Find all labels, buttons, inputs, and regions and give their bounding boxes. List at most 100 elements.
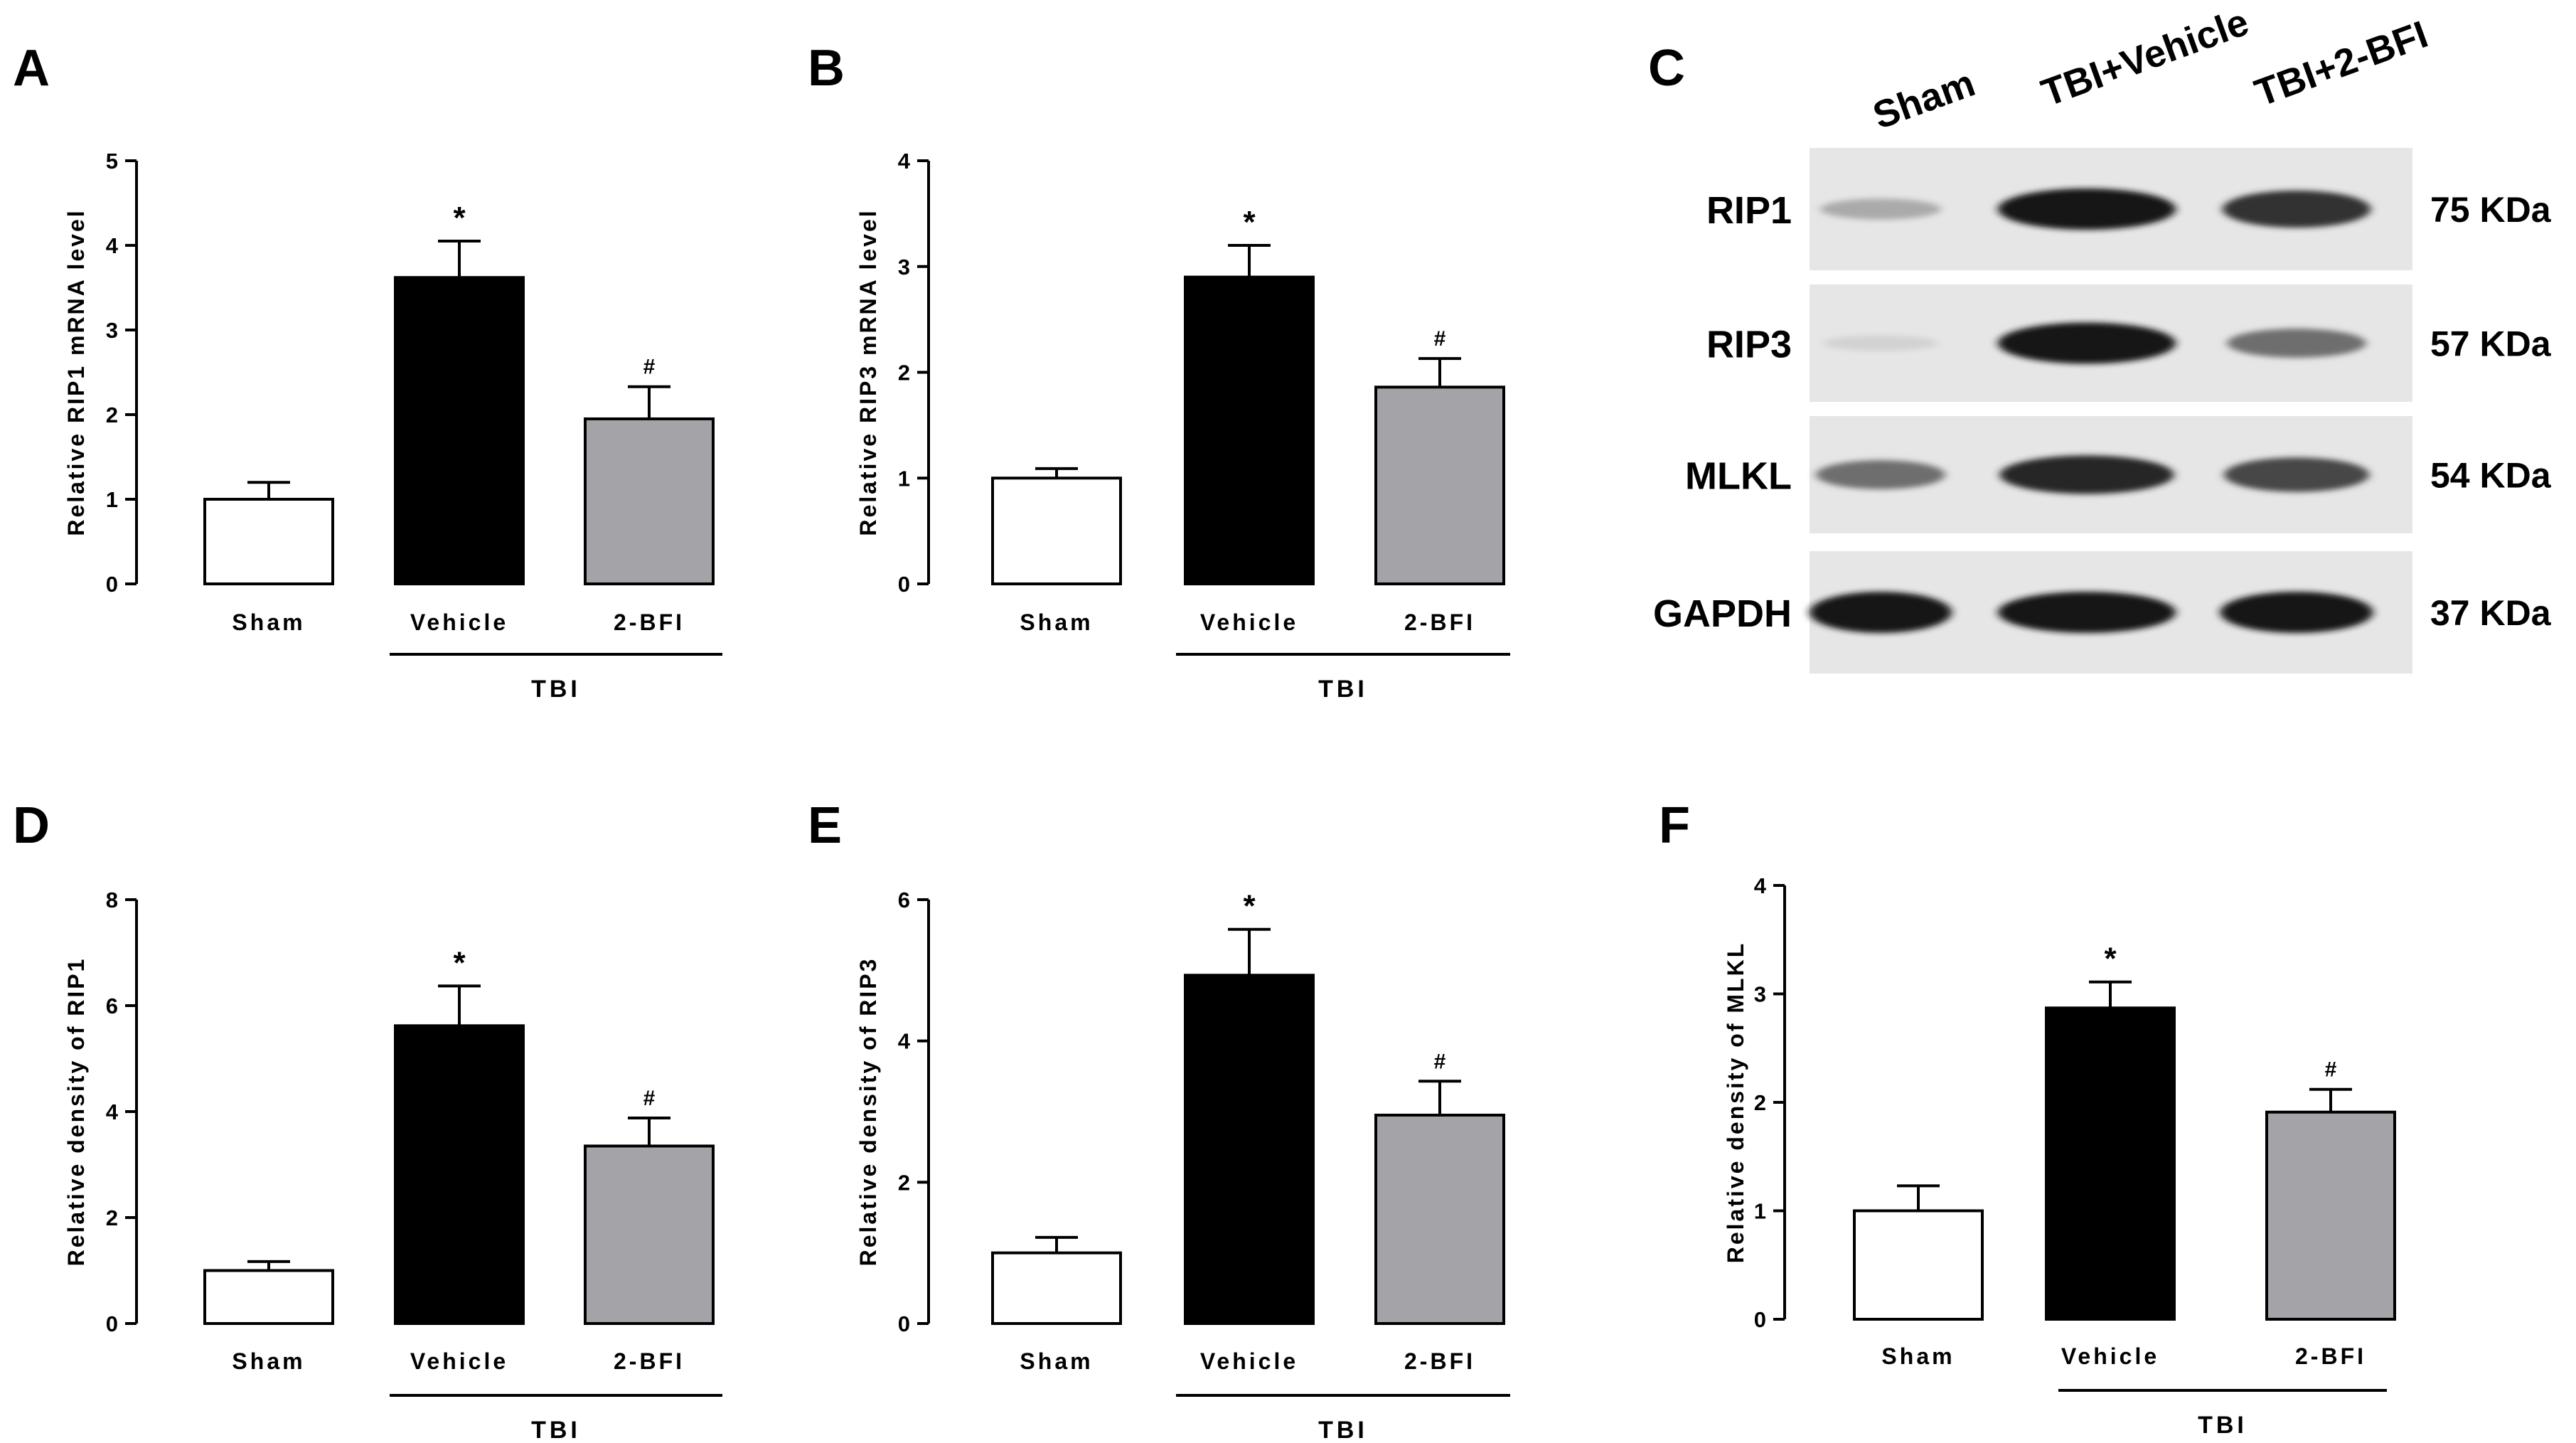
y-tick-label: 2 [106, 403, 118, 427]
chart-panel-b: B 0 1 2 3 4 Relative RIP3 mRNA level Sham * Vehic… [808, 40, 1510, 703]
panel-letter: A [13, 40, 50, 97]
y-tick-label: 8 [106, 888, 118, 912]
molecular-weight-label: 54 KDa [2430, 456, 2552, 496]
protein-label: GAPDH [1653, 592, 1792, 635]
protein-band [2222, 190, 2371, 228]
bar-2-bfi [584, 1144, 715, 1326]
bar-sham [991, 476, 1122, 585]
panel-letter: D [13, 797, 50, 854]
protein-band [2220, 592, 2373, 633]
significance-asterisk: * [1243, 889, 1256, 924]
y-tick-label: 1 [106, 487, 118, 512]
y-tick-label: 1 [1754, 1199, 1766, 1224]
lane-label: Sham [1868, 62, 1981, 138]
bar-2-bfi [1374, 1113, 1505, 1325]
y-tick-label: 0 [898, 572, 910, 597]
protein-band [1820, 198, 1941, 220]
protein-label: MLKL [1685, 455, 1792, 498]
y-tick-label: 2 [898, 1170, 910, 1195]
significance-hash: # [2325, 1058, 2337, 1082]
y-tick-label: 2 [106, 1205, 118, 1230]
group-label: TBI [2198, 1412, 2248, 1439]
y-tick-label: 3 [1754, 982, 1766, 1007]
significance-hash: # [1434, 327, 1446, 351]
y-axis-label: Relative RIP1 mRNA level [63, 208, 89, 536]
y-tick-label: 5 [106, 149, 118, 174]
protein-label: RIP1 [1706, 189, 1792, 232]
significance-asterisk: * [2104, 942, 2117, 976]
category-label: Sham [1881, 1343, 1955, 1369]
category-label: 2-BFI [614, 1348, 685, 1374]
molecular-weight-label: 57 KDa [2430, 324, 2552, 364]
group-label: TBI [531, 1417, 581, 1443]
category-label: Vehicle [1200, 1348, 1298, 1374]
bar-2-bfi [1374, 385, 1505, 585]
protein-band [1816, 460, 1945, 489]
molecular-weight-label: 37 KDa [2430, 593, 2552, 633]
significance-hash: # [1434, 1050, 1446, 1073]
protein-label: RIP3 [1706, 324, 1792, 366]
y-tick-label: 2 [898, 361, 910, 385]
significance-hash: # [643, 356, 656, 379]
category-label: 2-BFI [614, 609, 685, 635]
significance-asterisk: * [1243, 205, 1256, 240]
bar-vehicle [394, 276, 525, 585]
molecular-weight-label: 75 KDa [2430, 190, 2552, 230]
category-label: Vehicle [410, 609, 508, 635]
lane-label: TBI+2-BFI [2250, 13, 2434, 115]
bar-2-bfi [584, 417, 715, 586]
protein-band [2227, 329, 2366, 358]
protein-band [1998, 188, 2176, 230]
y-tick-label: 0 [898, 1311, 910, 1336]
y-tick-label: 2 [1754, 1090, 1766, 1115]
y-tick-label: 4 [898, 1029, 911, 1054]
chart-panel-f: F 0 1 2 3 4 Relative density of MLKL Sham * Vehic… [1659, 797, 2396, 1439]
category-label: Vehicle [1200, 609, 1298, 635]
y-tick-label: 0 [106, 1311, 118, 1336]
chart-panel-e: E 0 2 4 6 Relative density of RIP3 Sham * Vehicl… [808, 797, 1510, 1443]
category-label: Sham [1020, 609, 1093, 635]
y-tick-label: 6 [106, 994, 118, 1018]
y-tick-label: 4 [106, 233, 119, 258]
panel-letter: B [808, 40, 845, 97]
y-axis-label: Relative density of RIP1 [63, 957, 89, 1267]
y-tick-label: 3 [106, 318, 118, 343]
bar-sham [1853, 1209, 1984, 1321]
chart-panel-a: A 0 1 2 3 4 5 Relative RIP1 mRNA level Sham * Vehi… [13, 40, 722, 703]
bar-vehicle [394, 1024, 525, 1326]
category-label: 2-BFI [2295, 1343, 2366, 1369]
bar-sham [203, 1269, 334, 1325]
protein-band [1998, 322, 2176, 364]
bar-vehicle [1184, 974, 1315, 1325]
lane-label: TBI+Vehicle [2036, 1, 2255, 115]
group-label: TBI [1318, 676, 1368, 703]
group-label: TBI [1318, 1417, 1368, 1443]
y-tick-label: 0 [106, 572, 118, 597]
bar-sham [203, 498, 334, 585]
panel-letter: E [808, 797, 842, 854]
significance-asterisk: * [453, 201, 466, 235]
category-label: Vehicle [410, 1348, 508, 1374]
protein-band [1998, 592, 2176, 633]
chart-panel-d: D 0 2 4 6 8 Relative density of RIP1 Sham * Vehic… [13, 797, 722, 1443]
category-label: 2-BFI [1404, 1348, 1475, 1374]
y-axis-label: Relative RIP3 mRNA level [855, 208, 881, 536]
category-label: Sham [232, 1348, 305, 1374]
group-label: TBI [531, 676, 581, 703]
category-label: 2-BFI [1404, 609, 1475, 635]
significance-hash: # [643, 1087, 656, 1110]
category-label: Sham [232, 609, 305, 635]
y-tick-label: 4 [106, 1099, 119, 1124]
category-label: Sham [1020, 1348, 1093, 1374]
y-axis-label: Relative density of RIP3 [855, 957, 881, 1267]
y-tick-label: 1 [898, 466, 910, 491]
panel-letter: F [1659, 797, 1690, 854]
protein-band [2223, 457, 2370, 492]
protein-band [1810, 592, 1952, 633]
y-tick-label: 3 [898, 255, 910, 279]
y-tick-label: 4 [1754, 873, 1767, 898]
bar-vehicle [2045, 1006, 2176, 1321]
bar-2-bfi [2265, 1110, 2396, 1321]
